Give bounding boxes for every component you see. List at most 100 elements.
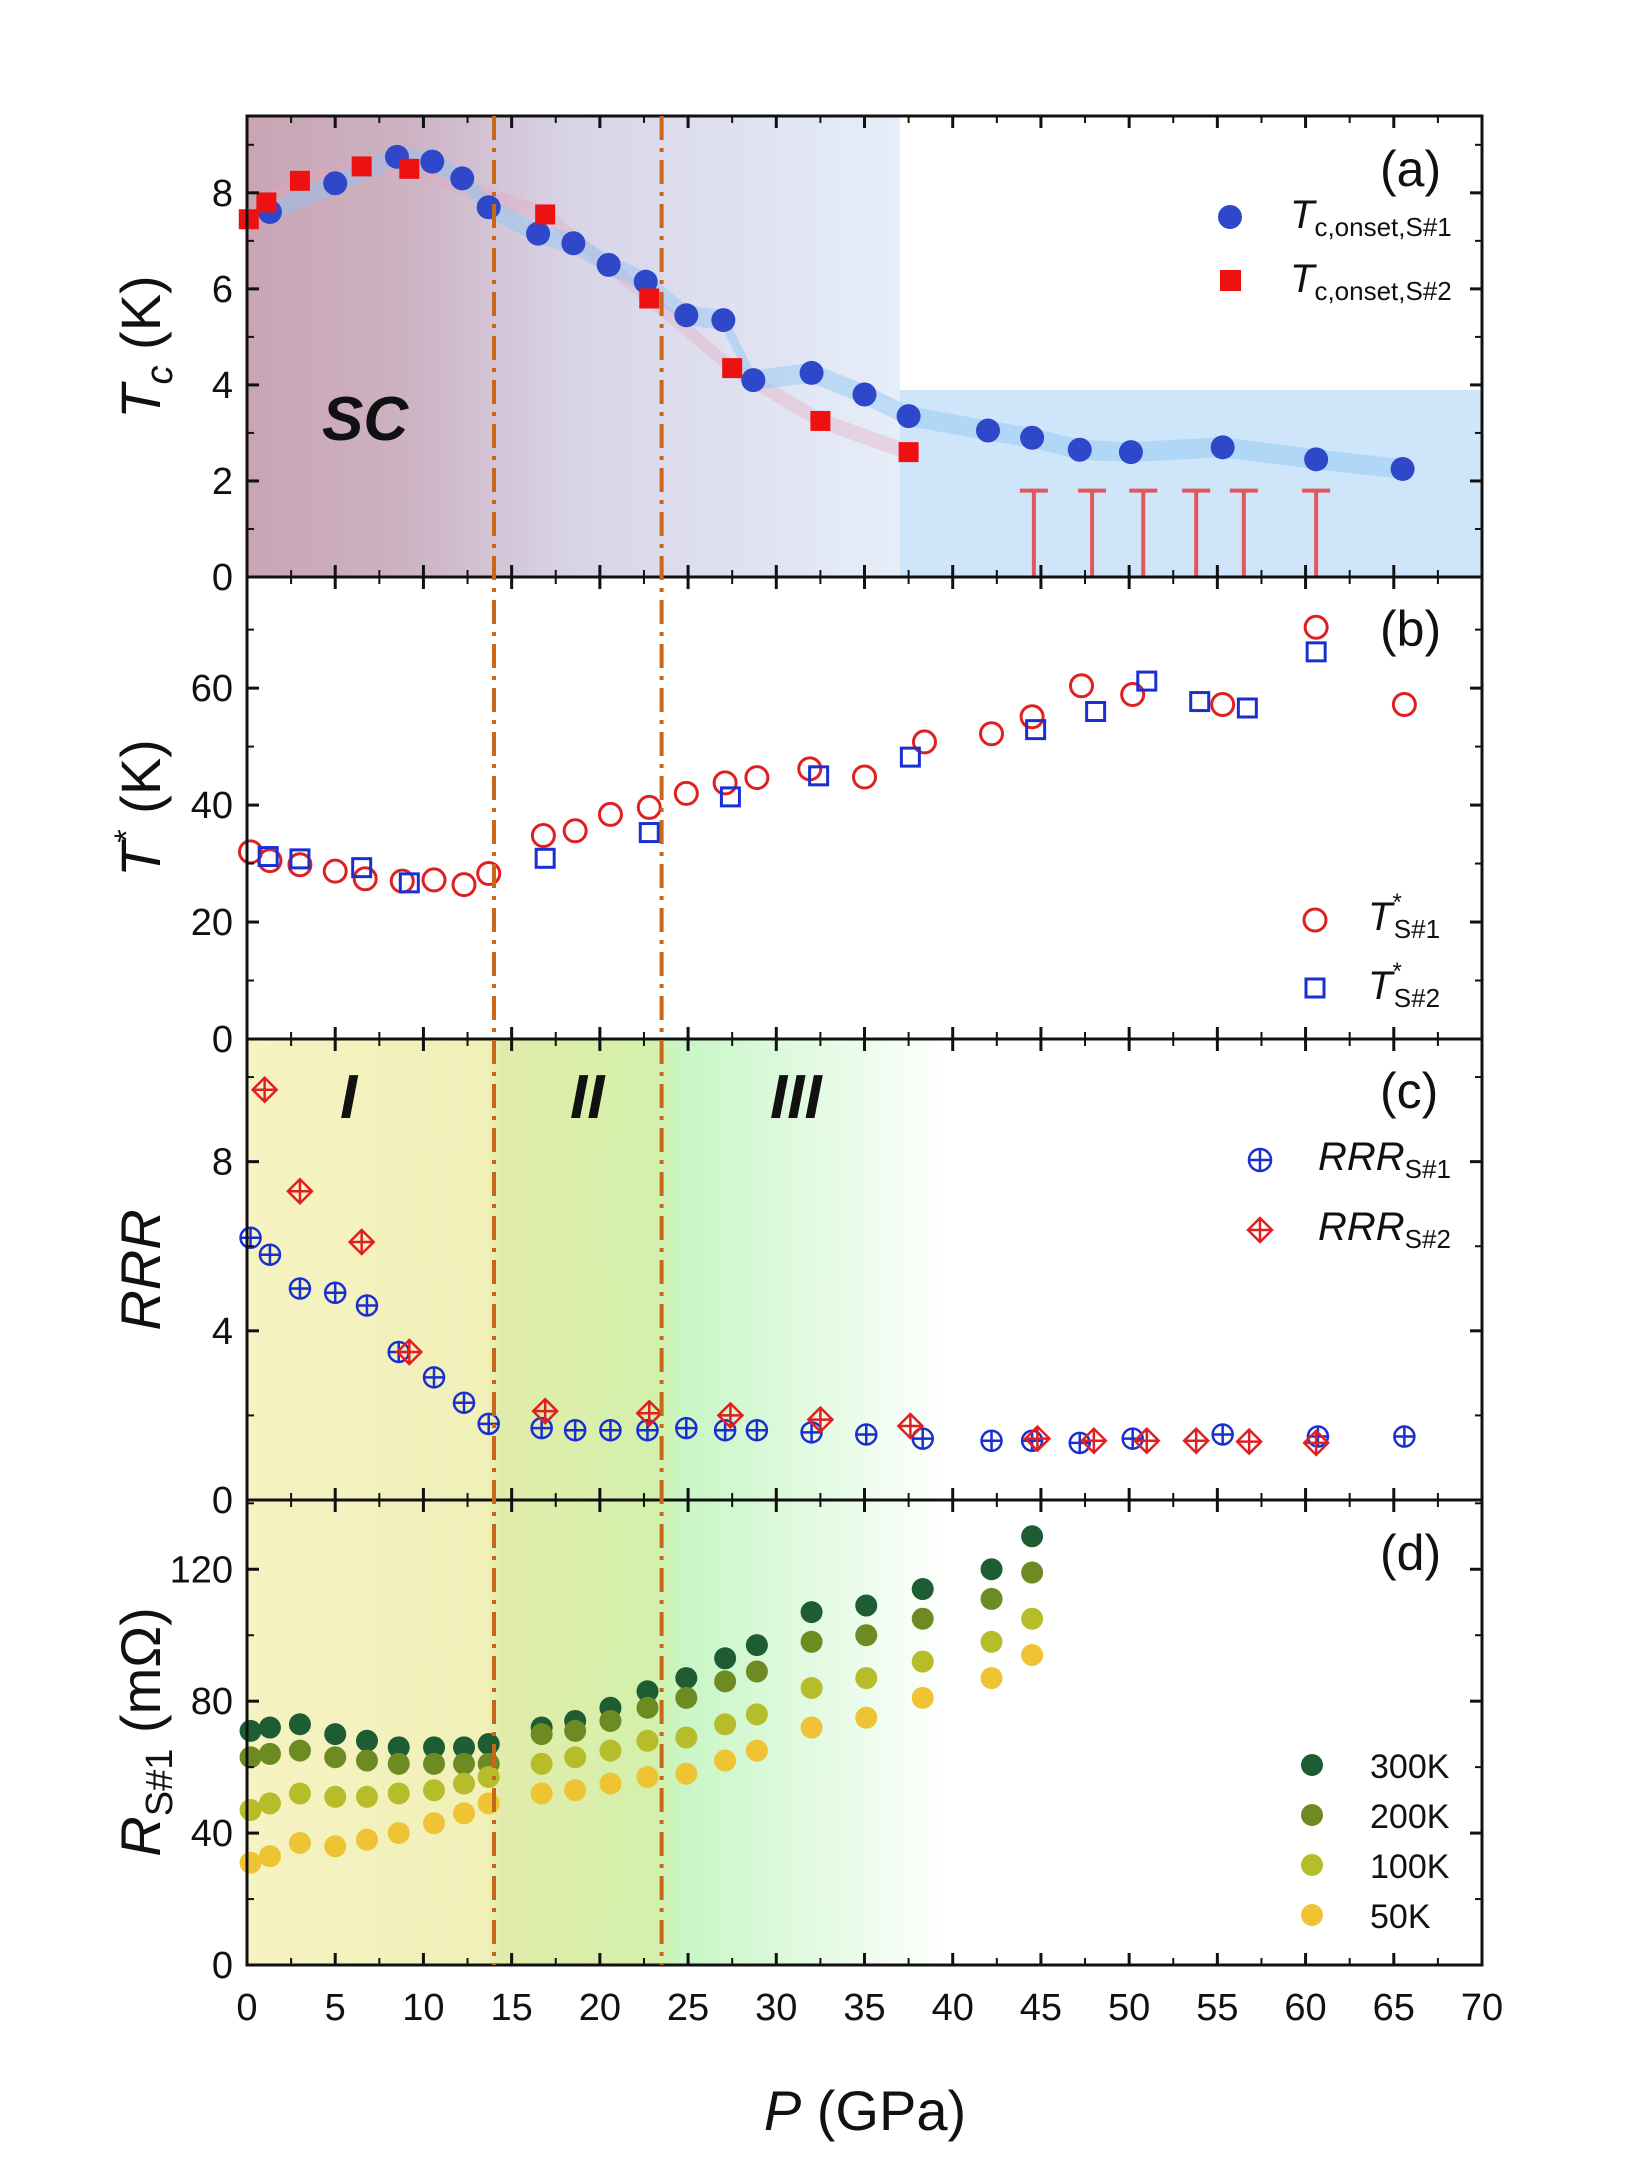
data-point-b-t-s-2 [638,822,660,844]
data-point-d-50k [239,1851,262,1874]
data-point-d-300k [387,1736,410,1759]
legend-label-rrr-s1: RRRS#1 [1318,1135,1451,1184]
legend-label-300k: 300K [1370,1748,1450,1786]
legend-d: 300K 200K 100K 50K [1301,1748,1450,1936]
svg-text:RS#1 (mΩ): RS#1 (mΩ) [109,1607,181,1856]
data-point-c-rrrs-2 [716,1401,745,1430]
data-point-d-100k [855,1667,878,1690]
tc-upper-limit-marker [1182,488,1211,577]
data-point-c-rrrs-1 [288,1277,312,1300]
data-point-d-200k [387,1752,410,1775]
data-point-d-100k [387,1782,410,1805]
data-point-c-rrrs-2 [1182,1427,1210,1455]
data-point-d-50k [675,1762,698,1785]
data-point-d-50k [714,1749,737,1772]
data-point-d-200k [453,1752,476,1775]
data-point-a-tc-onset-s-2 [289,170,310,191]
legend-label-tc-s1: Tc,onset,S#1 [1290,193,1452,242]
data-point-b-t-s-1 [287,852,313,878]
data-point-d-200k [564,1719,587,1742]
data-point-c-rrrs-1 [599,1418,622,1442]
data-point-b-t-s-2 [351,857,373,879]
x-tick-label: 50 [1108,1987,1150,2029]
data-point-c-rrrs-2 [1302,1429,1330,1457]
data-point-c-rrrs-2 [286,1177,314,1206]
region-label-i: I [340,1063,359,1132]
data-point-c-rrrs-1 [1393,1425,1416,1448]
y-label-b: T* (K) [108,739,172,877]
x-tick-label: 40 [932,1987,974,2029]
legend-marker-rrr-s1 [1247,1147,1273,1173]
data-point-a-tc-onset-s-1 [1304,447,1329,472]
data-point-c-rrrs-1 [980,1429,1003,1453]
data-point-d-200k [675,1686,698,1709]
data-point-d-200k [258,1742,281,1765]
y-tick-label: 4 [212,1311,233,1353]
data-point-c-rrrs-2 [1133,1427,1161,1455]
data-point-b-t-s-2 [1189,691,1211,713]
data-point-c-rrrs-2 [806,1405,835,1434]
data-point-b-t-s-1 [451,872,477,898]
data-point-b-t-s-1 [636,794,662,820]
x-tick-label: 30 [755,1987,797,2029]
data-point-d-200k [1021,1561,1044,1584]
data-point-a-tc-onset-s-1 [1020,425,1045,450]
data-point-a-tc-onset-s-2 [898,442,919,463]
region-label-iii: III [770,1063,823,1132]
y-tick-label: 8 [212,1142,233,1184]
data-point-d-50k [477,1792,500,1815]
data-point-d-50k [980,1667,1003,1690]
y-label-d: RS#1 (mΩ) [109,1607,181,1856]
data-point-d-300k [423,1736,446,1759]
data-point-c-rrrs-2 [896,1412,925,1440]
panel-b-tag: (b) [1380,601,1441,657]
data-point-d-50k [564,1779,587,1802]
data-point-d-300k [745,1634,768,1657]
data-point-b-t-s-2 [1085,701,1107,723]
y-tick-label: 120 [170,1549,233,1591]
legend-marker-tstar-s1 [1302,907,1328,933]
data-point-d-100k [288,1782,311,1805]
y-tick-label: 8 [212,173,233,215]
data-point-d-100k [477,1766,500,1789]
data-point-d-200k [239,1746,262,1769]
x-tick-label: 45 [1020,1987,1062,2029]
data-point-d-200k [980,1587,1003,1610]
data-point-d-200k [636,1696,659,1719]
data-point-d-200k [745,1660,768,1683]
data-point-b-t-s-2 [1025,719,1047,741]
data-point-b-t-s-1 [476,860,502,886]
data-point-c-rrrs-1 [745,1418,769,1442]
panel-d-tag: (d) [1380,1525,1441,1581]
data-point-c-rrrs-1 [239,1226,262,1250]
x-tick-label: 0 [236,1987,257,2029]
data-point-a-tc-onset-s-2 [722,358,743,379]
data-point-a-tc-onset-s-1 [1118,440,1143,465]
data-point-d-50k [423,1812,446,1835]
x-tick-label: 60 [1284,1987,1326,2029]
data-point-a-tc-onset-s-1 [711,308,736,333]
x-tick-label: 65 [1373,1987,1415,2029]
data-point-d-300k [258,1716,281,1739]
y-tick-label: 0 [212,1480,233,1522]
legend-marker-50k [1301,1904,1323,1926]
data-point-b-t-s-1 [1120,682,1146,708]
data-point-d-300k [288,1713,311,1736]
data-point-c-rrrs-2 [1080,1427,1108,1455]
data-point-a-tc-onset-s-2 [238,209,259,230]
legend-label-100k: 100K [1370,1848,1450,1886]
data-point-c-rrrs-1 [477,1412,500,1436]
legend-b: T* S#1 T* S#2 [1302,889,1440,1013]
data-point-b-t-s-1 [1303,614,1329,640]
data-point-b-t-s-1 [597,801,623,827]
data-point-d-50k [911,1686,934,1709]
data-point-d-300k [675,1667,698,1690]
data-point-c-rrrs-1 [911,1427,934,1450]
data-point-b-t-s-1 [712,770,738,796]
x-axis-label: P (GPa) [764,2079,966,2142]
y-label-c: RRR [109,1209,172,1330]
data-point-a-tc-onset-s-1 [596,252,621,277]
x-tick-label: 15 [491,1987,533,2029]
data-point-d-50k [324,1835,347,1858]
y-label-a: Tc (K) [109,275,181,418]
